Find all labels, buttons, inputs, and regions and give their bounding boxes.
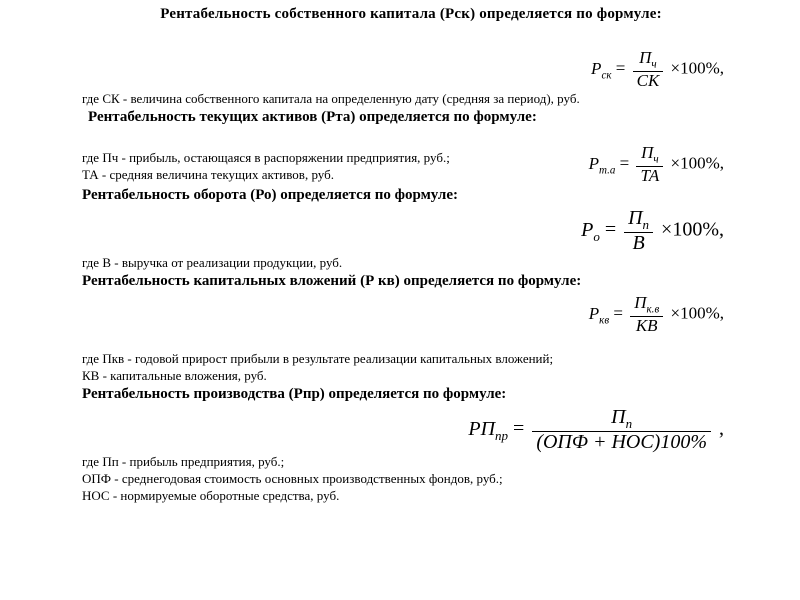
- tail: ×100%,: [671, 154, 725, 173]
- lhs: Ро: [581, 219, 600, 241]
- formula-rkv-row: Ркв = Пк.в КВ ×100%,: [82, 294, 740, 335]
- formula-ro: Ро = Пп В ×100%,: [581, 208, 724, 254]
- fraction: Пч ТА: [636, 144, 663, 185]
- lhs: Рск: [591, 59, 611, 78]
- formula-rsk: Рск = Пч СК ×100%,: [591, 49, 724, 90]
- heading-rkv: Рентабельность капитальных вложений (Р к…: [82, 273, 740, 290]
- heading-rta: Рентабельность текущих активов (Рта) опр…: [82, 109, 740, 126]
- lhs: Рт.а: [589, 154, 616, 173]
- fraction: Пк.в КВ: [630, 294, 663, 335]
- note-pkv: где Пкв - годовой прирост прибыли в резу…: [82, 352, 740, 367]
- formula-rpr-row: РПпр = Пп (ОПФ + НОС)100% ,: [82, 407, 740, 453]
- equals-icon: =: [613, 304, 627, 323]
- equals-icon: =: [605, 219, 621, 241]
- fraction: Пп В: [624, 208, 653, 254]
- heading-ro: Рентабельность оборота (Ро) определяется…: [82, 187, 740, 204]
- note-pp: где Пп - прибыль предприятия, руб.;: [82, 455, 740, 470]
- formula-rpr: РПпр = Пп (ОПФ + НОС)100% ,: [468, 407, 724, 453]
- document-page: Рентабельность собственного капитала (Рс…: [0, 0, 800, 510]
- note-ta: ТА - средняя величина текущих активов, р…: [82, 168, 450, 183]
- note-nos: НОС - нормируемые оборотные средства, ру…: [82, 489, 740, 504]
- equals-icon: =: [513, 418, 529, 440]
- equals-icon: =: [616, 59, 630, 78]
- notes-rta: где Пч - прибыль, остающаяся в распоряже…: [82, 150, 450, 185]
- formula-rta: Рт.а = Пч ТА ×100%,: [589, 144, 724, 185]
- formula-ro-row: Ро = Пп В ×100%,: [82, 208, 740, 254]
- heading-rpr: Рентабельность производства (Рпр) опреде…: [82, 386, 740, 403]
- formula-rsk-row: Рск = Пч СК ×100%,: [82, 49, 740, 90]
- note-kv: КВ - капитальные вложения, руб.: [82, 369, 740, 384]
- tail: ×100%,: [671, 59, 725, 78]
- equals-icon: =: [620, 154, 634, 173]
- note-b: где В - выручка от реализации продукции,…: [82, 256, 740, 271]
- tail: ×100%,: [661, 219, 724, 241]
- lhs: РПпр: [468, 418, 508, 440]
- tail: ,: [719, 418, 724, 440]
- fraction: Пп (ОПФ + НОС)100%: [532, 407, 711, 453]
- note-pch: где Пч - прибыль, остающаяся в распоряже…: [82, 151, 450, 166]
- lhs: Ркв: [589, 304, 609, 323]
- formula-rkv: Ркв = Пк.в КВ ×100%,: [589, 294, 724, 335]
- tail: ×100%,: [671, 304, 725, 323]
- note-opf: ОПФ - среднегодовая стоимость основных п…: [82, 472, 740, 487]
- fraction: Пч СК: [633, 49, 664, 90]
- note-sk: где СК - величина собственного капитала …: [82, 92, 740, 107]
- heading-rsk: Рентабельность собственного капитала (Рс…: [82, 6, 740, 23]
